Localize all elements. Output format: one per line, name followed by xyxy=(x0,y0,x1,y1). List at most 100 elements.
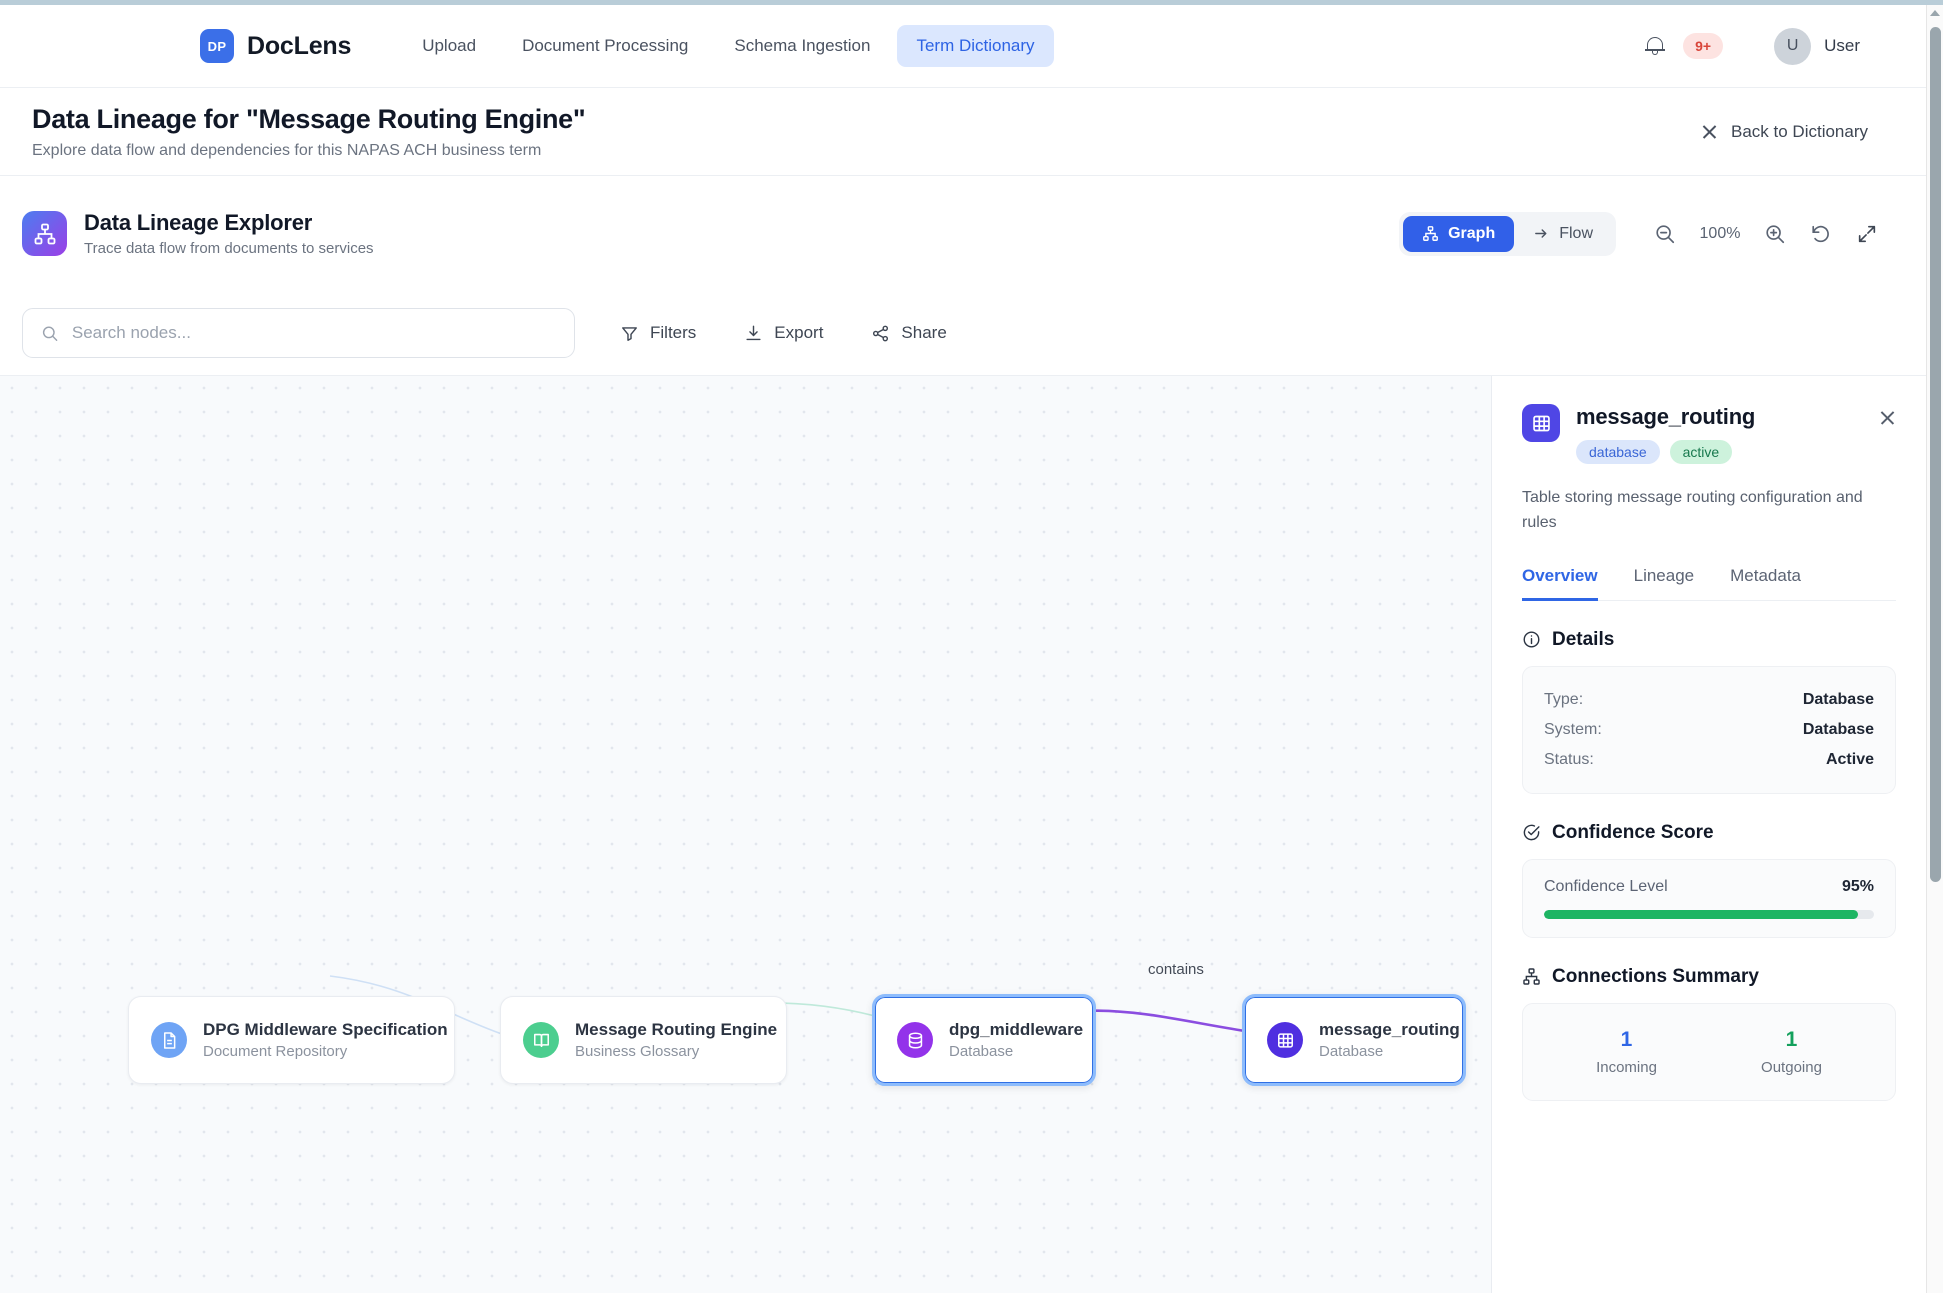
detail-key: System: xyxy=(1544,720,1602,738)
share-label: Share xyxy=(901,323,947,342)
page-scrollbar[interactable] xyxy=(1926,5,1943,1293)
back-to-dictionary-button[interactable]: Back to Dictionary xyxy=(1701,122,1868,142)
incoming-count: 1 xyxy=(1620,1027,1633,1051)
confidence-value: 95% xyxy=(1841,877,1874,895)
page-title: Data Lineage for "Message Routing Engine… xyxy=(32,103,586,134)
confidence-title: Confidence Score xyxy=(1552,821,1714,843)
filters-button[interactable]: Filters xyxy=(620,323,696,343)
zoom-level: 100% xyxy=(1699,224,1741,242)
user-menu[interactable]: U User xyxy=(1774,27,1860,65)
confidence-section: Confidence Score Confidence Level 95% xyxy=(1522,822,1896,938)
node-title: DPG Middleware Specification xyxy=(203,1020,448,1039)
explorer-identity: Data Lineage Explorer Trace data flow fr… xyxy=(22,210,374,257)
brand-logo[interactable]: DP DocLens xyxy=(200,29,351,63)
node-subtitle: Database xyxy=(1319,1043,1384,1060)
search-input[interactable] xyxy=(71,323,556,343)
details-section: Details Type: Database System: Database … xyxy=(1522,629,1896,794)
node-title: Message Routing Engine xyxy=(575,1020,778,1039)
outgoing-label: Outgoing xyxy=(1761,1058,1822,1076)
graph-node-dpg-middleware[interactable]: dpg_middleware Database xyxy=(872,994,1096,1086)
brand-badge: DP xyxy=(200,29,234,63)
book-icon xyxy=(523,1022,559,1058)
explorer-title: Data Lineage Explorer xyxy=(84,210,313,235)
connections-outgoing: 1 Outgoing xyxy=(1709,1022,1874,1082)
page-header: Data Lineage for "Message Routing Engine… xyxy=(0,88,1926,176)
graph-node-dpg-middleware-specification[interactable]: DPG Middleware Specification Document Re… xyxy=(128,996,455,1084)
scroll-up-arrow-icon[interactable] xyxy=(1930,10,1940,16)
detail-row-status: Status: Active xyxy=(1544,745,1874,775)
nav-item-schema-ingestion[interactable]: Schema Ingestion xyxy=(734,36,871,55)
page-subtitle: Explore data flow and dependencies for t… xyxy=(32,141,542,159)
info-icon xyxy=(1523,631,1540,648)
document-icon xyxy=(151,1022,187,1058)
table-icon xyxy=(1267,1022,1303,1058)
nav-item-term-dictionary[interactable]: Term Dictionary xyxy=(897,25,1054,67)
top-navbar: DP DocLens Upload Document Processing Sc… xyxy=(0,5,1926,88)
nav-item-upload[interactable]: Upload xyxy=(422,36,477,55)
fullscreen-icon[interactable] xyxy=(1854,221,1880,247)
explorer-subtitle: Trace data flow from documents to servic… xyxy=(84,240,374,257)
panel-chips: database active xyxy=(1576,440,1755,464)
confidence-header: Confidence Score xyxy=(1522,822,1896,844)
check-circle-icon xyxy=(1523,824,1540,841)
detail-key: Type: xyxy=(1544,690,1584,708)
export-button[interactable]: Export xyxy=(744,323,823,343)
explorer-toolbar: Data Lineage Explorer Trace data flow fr… xyxy=(0,176,1926,291)
node-text: dpg_middleware Database xyxy=(949,1020,1083,1060)
zoom-in-icon[interactable] xyxy=(1762,221,1788,247)
page-header-text: Data Lineage for "Message Routing Engine… xyxy=(32,103,586,160)
reset-view-icon[interactable] xyxy=(1808,221,1834,247)
share-icon xyxy=(873,325,889,341)
connections-incoming: 1 Incoming xyxy=(1544,1022,1709,1082)
notification-badge[interactable]: 9+ xyxy=(1683,33,1724,59)
scrollbar-thumb[interactable] xyxy=(1930,27,1941,882)
node-subtitle: Business Glossary xyxy=(575,1043,700,1060)
tab-lineage[interactable]: Lineage xyxy=(1633,565,1695,585)
view-mode-flow[interactable]: Flow xyxy=(1514,216,1612,252)
node-subtitle: Document Repository xyxy=(203,1043,348,1060)
status-badge-type: database xyxy=(1576,440,1660,464)
nav-item-document-processing[interactable]: Document Processing xyxy=(522,36,689,55)
search-box[interactable] xyxy=(22,308,575,358)
lineage-graph-icon xyxy=(22,211,67,256)
back-to-dictionary-label: Back to Dictionary xyxy=(1731,121,1868,141)
app-viewport: DP DocLens Upload Document Processing Sc… xyxy=(0,5,1926,1293)
detail-row-system: System: Database xyxy=(1544,715,1874,745)
panel-node-name: message_routing xyxy=(1576,404,1756,429)
tab-overview[interactable]: Overview xyxy=(1522,566,1598,601)
outgoing-count: 1 xyxy=(1785,1027,1798,1051)
node-text: message_routing Database xyxy=(1319,1020,1460,1060)
explorer-controls: Graph Flow 100% xyxy=(1399,211,1880,256)
lineage-canvas[interactable]: contains DPG Middleware Specification Do… xyxy=(0,376,1491,1293)
details-title: Details xyxy=(1552,628,1615,650)
zoom-out-icon[interactable] xyxy=(1652,221,1678,247)
panel-tabs: Overview Lineage Metadata xyxy=(1522,566,1896,601)
details-card: Type: Database System: Database Status: … xyxy=(1522,665,1896,794)
node-subtitle: Database xyxy=(949,1043,1014,1060)
view-mode-graph[interactable]: Graph xyxy=(1403,215,1515,252)
detail-value: Database xyxy=(1802,690,1874,708)
graph-toolbar: Filters Export Share xyxy=(0,291,1926,376)
download-icon xyxy=(746,325,761,340)
graph-node-message-routing-engine[interactable]: Message Routing Engine Business Glossary xyxy=(500,996,787,1084)
panel-description: Table storing message routing configurat… xyxy=(1522,489,1863,531)
confidence-label: Confidence Level xyxy=(1544,877,1668,895)
explorer-titles: Data Lineage Explorer Trace data flow fr… xyxy=(84,210,374,257)
confidence-progress-track xyxy=(1544,909,1874,919)
node-title: message_routing xyxy=(1319,1020,1460,1039)
node-title: dpg_middleware xyxy=(949,1020,1084,1039)
tab-metadata[interactable]: Metadata xyxy=(1730,565,1802,585)
close-icon xyxy=(1701,123,1718,140)
detail-key: Status: xyxy=(1544,750,1594,768)
connections-title: Connections Summary xyxy=(1552,965,1759,987)
share-button[interactable]: Share xyxy=(871,323,947,343)
view-mode-graph-label: Graph xyxy=(1448,224,1496,242)
bell-icon[interactable] xyxy=(1644,35,1666,57)
search-icon xyxy=(42,325,58,341)
network-icon xyxy=(1523,968,1540,985)
panel-close-icon[interactable] xyxy=(1879,409,1896,426)
database-icon xyxy=(897,1022,933,1058)
navbar-right: 9+ U User xyxy=(1644,27,1860,65)
avatar: U xyxy=(1774,27,1812,65)
graph-node-message-routing[interactable]: message_routing Database xyxy=(1242,994,1466,1086)
